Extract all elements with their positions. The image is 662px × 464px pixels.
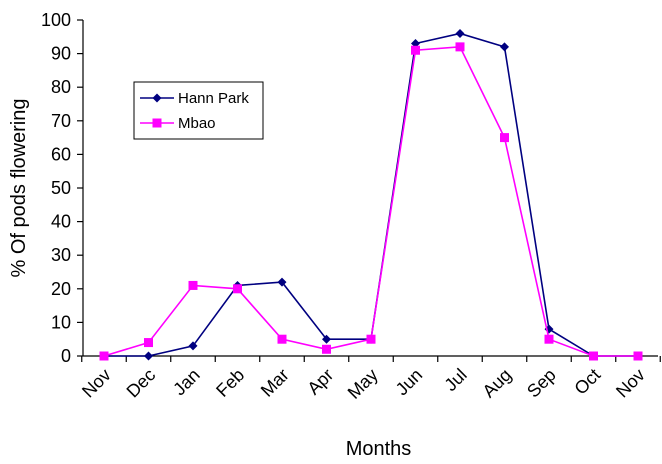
data-point	[633, 351, 643, 361]
data-point	[500, 42, 509, 52]
data-point	[144, 338, 153, 348]
data-point	[99, 351, 109, 361]
legend-item: Hann Park	[140, 90, 249, 107]
y-tick-label: 90	[51, 44, 71, 64]
x-tick-label: Jul	[440, 365, 470, 395]
y-tick-label: 40	[51, 212, 71, 232]
y-tick-label: 0	[61, 346, 71, 366]
x-tick-label: Nov	[78, 365, 115, 402]
data-point	[455, 28, 465, 38]
legend: Hann Park Mbao	[133, 81, 264, 140]
data-point	[322, 334, 331, 344]
y-tick-label: 70	[51, 111, 71, 131]
x-tick-label: Jan	[169, 365, 204, 400]
x-tick-label: Oct	[570, 365, 604, 399]
data-point	[500, 133, 509, 143]
x-tick-label: Jun	[392, 365, 427, 400]
y-tick-label: 100	[41, 10, 71, 30]
x-tick-label: May	[344, 365, 382, 403]
x-axis-ticks: Nov Dec Jan Feb Mar Apr May Jun Jul Aug Sep Oct Nov	[78, 356, 661, 403]
data-point	[144, 351, 153, 361]
y-tick-label: 60	[51, 144, 71, 164]
y-tick-label: 20	[51, 279, 71, 299]
x-tick-label: Mar	[257, 365, 293, 401]
series-hann-park	[99, 28, 643, 361]
data-point	[152, 118, 162, 128]
x-tick-label: Dec	[123, 365, 160, 402]
series-layer	[99, 28, 643, 361]
y-axis-ticks: 0 10 20 30 40 50 60 70 80 90 100	[41, 10, 83, 366]
y-axis-title: % Of pods flowering	[8, 99, 30, 278]
x-axis-title: Months	[346, 438, 412, 460]
data-point	[277, 334, 287, 344]
y-tick-label: 80	[51, 77, 71, 97]
data-point	[188, 341, 198, 351]
data-point	[455, 42, 465, 52]
x-tick-label: Aug	[479, 365, 516, 402]
y-tick-label: 30	[51, 245, 71, 265]
data-point	[188, 280, 198, 290]
y-tick-label: 10	[51, 312, 71, 332]
series-mbao	[99, 42, 643, 361]
data-point	[544, 334, 554, 344]
data-point	[233, 284, 242, 294]
data-point	[366, 334, 376, 344]
x-tick-label: Feb	[212, 365, 248, 401]
x-tick-label: Nov	[612, 365, 649, 402]
data-point	[411, 45, 420, 55]
data-point	[589, 351, 598, 361]
data-point	[152, 93, 162, 103]
legend-label: Hann Park	[178, 90, 249, 107]
x-tick-label: Sep	[523, 365, 560, 402]
legend-label: Mbao	[178, 115, 216, 132]
data-point	[277, 277, 287, 287]
x-tick-label: Apr	[303, 365, 337, 399]
legend-item: Mbao	[140, 115, 216, 132]
y-tick-label: 50	[51, 178, 71, 198]
data-point	[322, 344, 331, 354]
legend-box	[133, 81, 264, 140]
